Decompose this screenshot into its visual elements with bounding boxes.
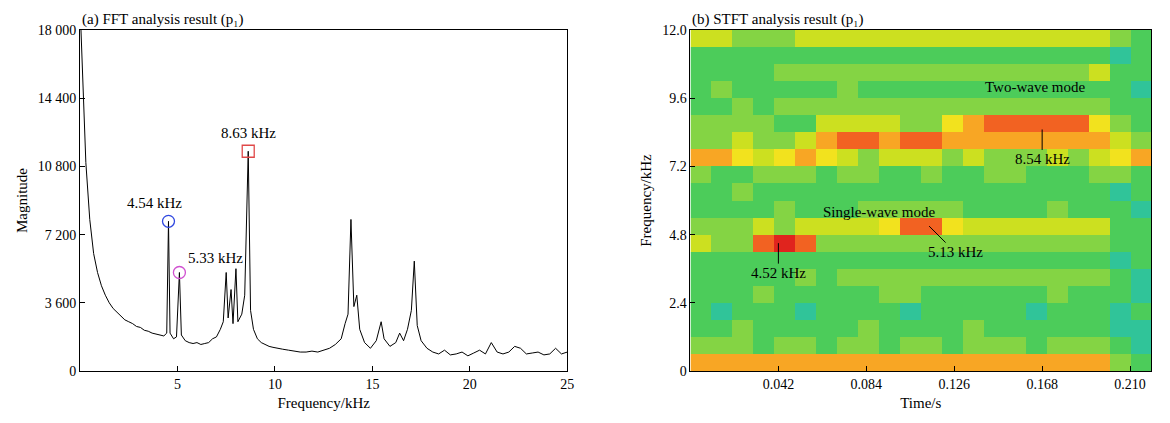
svg-text:5: 5: [174, 377, 181, 392]
svg-text:12.0: 12.0: [662, 23, 687, 38]
svg-text:14 400: 14 400: [38, 91, 77, 106]
svg-text:Single-wave mode: Single-wave mode: [823, 204, 935, 220]
svg-text:25: 25: [560, 377, 574, 392]
svg-text:0: 0: [680, 364, 687, 379]
svg-text:8.63 kHz: 8.63 kHz: [221, 125, 276, 141]
svg-text:10 800: 10 800: [38, 159, 77, 174]
svg-text:0.126: 0.126: [938, 377, 970, 392]
svg-text:(b) STFT analysis result (p₁): (b) STFT analysis result (p₁): [692, 11, 864, 28]
svg-text:4.8: 4.8: [669, 228, 687, 243]
svg-text:0.168: 0.168: [1026, 377, 1058, 392]
svg-text:4.54 kHz: 4.54 kHz: [127, 195, 182, 211]
svg-text:Two-wave mode: Two-wave mode: [985, 79, 1086, 95]
svg-text:0: 0: [69, 364, 76, 379]
svg-text:8.54 kHz: 8.54 kHz: [1015, 151, 1070, 167]
svg-text:(a) FFT analysis result (p₁): (a) FFT analysis result (p₁): [82, 11, 244, 28]
svg-text:4.52 kHz: 4.52 kHz: [751, 265, 806, 281]
svg-text:3 600: 3 600: [45, 296, 77, 311]
svg-text:0.042: 0.042: [763, 377, 795, 392]
svg-text:18 000: 18 000: [38, 23, 77, 38]
svg-text:10: 10: [268, 377, 282, 392]
svg-text:7.2: 7.2: [669, 159, 687, 174]
svg-text:0.210: 0.210: [1114, 377, 1146, 392]
svg-text:9.6: 9.6: [669, 91, 687, 106]
svg-text:7 200: 7 200: [45, 228, 77, 243]
svg-text:Time/s: Time/s: [900, 395, 941, 411]
svg-text:15: 15: [365, 377, 379, 392]
svg-text:Magnitude: Magnitude: [14, 168, 30, 233]
svg-text:5.33 kHz: 5.33 kHz: [188, 250, 243, 266]
svg-text:Frequency/kHz: Frequency/kHz: [277, 395, 370, 411]
svg-text:2.4: 2.4: [669, 296, 687, 311]
svg-text:0.084: 0.084: [851, 377, 883, 392]
svg-text:5.13 kHz: 5.13 kHz: [928, 244, 983, 260]
svg-text:20: 20: [463, 377, 477, 392]
svg-text:Frequency/kHz: Frequency/kHz: [638, 154, 654, 247]
